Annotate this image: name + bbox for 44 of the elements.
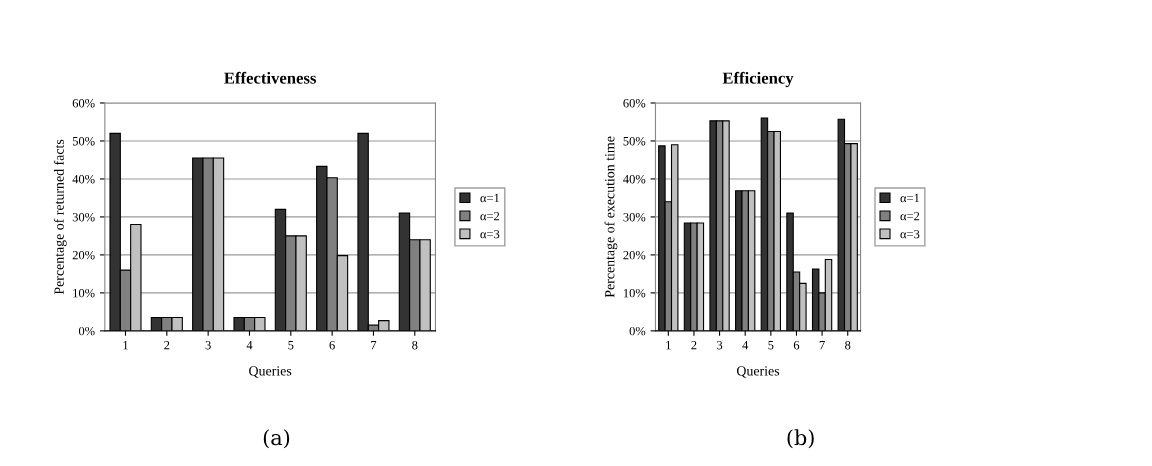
x-tick-label: 2 [691,340,697,350]
x-tick-label: 3 [717,340,723,350]
y-tick-label: 30% [72,212,95,222]
x-axis-title: Queries [736,366,780,378]
x-tick-label: 1 [123,341,128,350]
y-tick-label: 50% [72,136,95,146]
y-axis-title: Percentage of execution time [604,136,618,298]
x-tick-label: 8 [412,340,418,350]
legend-label: α=1 [900,193,920,203]
y-tick-label: 60% [72,99,95,108]
y-tick-label: 10% [623,288,646,298]
legend-label: α=3 [480,229,500,239]
chart-title: Efficiency [722,71,794,88]
x-tick-label: 5 [768,341,774,350]
x-tick-label: 6 [329,340,335,350]
legend-label: α=2 [900,211,920,221]
chart-title: Effectiveness [224,71,317,84]
y-tick-label: 60% [623,99,646,108]
legend-label: α=1 [480,193,500,203]
y-tick-label: 40% [72,174,95,184]
y-tick-label: 0% [629,326,646,336]
y-tick-label: 20% [623,250,646,260]
text: (b) [787,429,814,449]
x-tick-label: 7 [819,341,825,350]
x-tick-label: 4 [246,341,253,350]
x-tick-label: 4 [742,341,749,350]
x-tick-label: 2 [164,340,170,350]
y-tick-label: 30% [623,212,646,222]
text: (a) [263,429,290,449]
y-tick-label: 40% [623,174,646,184]
legend-label: α=3 [900,229,920,239]
x-tick-label: 3 [205,340,211,350]
x-tick-label: 5 [288,341,294,350]
x-tick-label: 1 [666,341,671,350]
y-tick-label: 0% [78,326,95,336]
x-tick-label: 6 [793,340,800,350]
y-tick-label: 10% [73,288,95,298]
x-tick-label: 7 [371,341,377,350]
y-tick-label: 20% [72,250,95,260]
y-axis-title: Percentage of returned facts [53,139,67,295]
x-tick-label: 8 [845,340,851,350]
y-tick-label: 50% [623,136,646,146]
x-axis-title: Queries [249,366,292,378]
legend-label: α=2 [480,211,500,221]
